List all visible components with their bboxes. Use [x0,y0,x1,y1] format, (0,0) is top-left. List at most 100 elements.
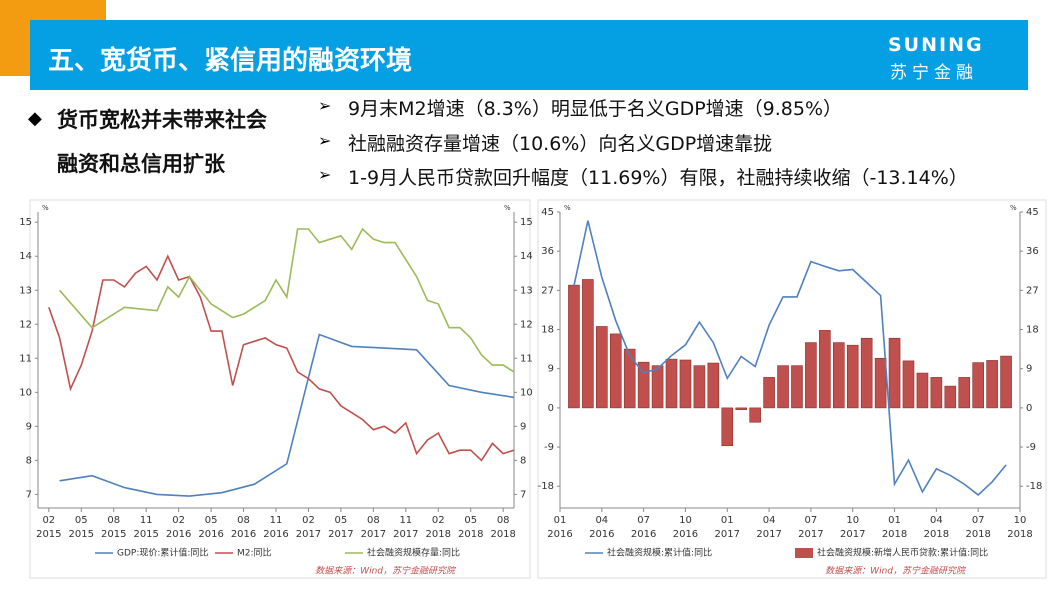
chart-frame [29,199,531,579]
bullet-text: 社融融资存量增速（10.6%）向名义GDP增速靠拢 [348,133,773,155]
x-tick-label: 07 [805,515,818,526]
x-tick-label: 10 [679,515,692,526]
line [59,333,515,497]
y-tick-label: -9 [1026,442,1036,453]
y-tick-label: 11 [520,353,533,364]
x-tick-label: 08 [237,515,250,526]
legend-label: M2:同比 [237,547,272,559]
x-tick-year: 2017 [296,529,321,540]
bar [735,407,748,410]
title-banner [30,20,1028,90]
x-tick-label: 07 [972,515,985,526]
y-tick-label: 18 [541,325,554,336]
bar [665,358,678,409]
x-tick-label: 08 [367,515,380,526]
legend-label: 社会融资规模:新增人民币贷款:累计值:同比 [817,547,988,559]
y-tick-label: 15 [19,217,32,228]
y-tick-label: 15 [520,217,533,228]
y-tick-label: 0 [1026,403,1032,414]
x-tick-year: 2016 [547,529,572,540]
y-tick-label: 11 [19,353,32,364]
y-tick-label: 7 [26,489,32,500]
bar [972,362,984,409]
y-tick-label: 14 [520,251,533,262]
logo-subtext: 苏宁金融 [890,63,978,83]
line [48,254,515,462]
y-tick-label: 12 [520,319,533,330]
y-tick-label: 8 [520,455,526,466]
bar [944,385,957,409]
legend-label: GDP:现价:累计值:同比 [117,547,208,559]
bar [888,337,901,409]
y-tick-label: 13 [19,285,32,296]
bar [805,342,817,409]
x-tick-year: 2015 [133,529,158,540]
x-tick-label: 11 [140,515,153,526]
x-tick-year: 2017 [393,529,418,540]
bar [623,348,636,409]
x-tick-label: 01 [554,515,567,526]
bar [791,365,803,409]
y-tick-label: 0 [548,403,554,414]
bar [860,337,873,409]
x-tick-year: 2017 [756,529,781,540]
logo-text: SUNING [888,34,984,56]
y-tick-label: 18 [1026,325,1039,336]
x-tick-label: 07 [637,515,650,526]
x-tick-label: 02 [432,515,445,526]
x-tick-year: 2018 [1007,529,1032,540]
bar [902,360,915,409]
legend-swatch [795,548,813,558]
x-tick-year: 2016 [198,529,223,540]
y-tick-label: 8 [26,455,32,466]
bar [1000,355,1012,409]
x-tick-year: 2016 [263,529,288,540]
x-tick-year: 2017 [715,529,740,540]
source-note: 数据来源：Wind，苏宁金融研究院 [825,566,967,577]
bar [679,359,692,409]
x-tick-label: 04 [595,515,608,526]
legend-label: 社会融资规模:累计值:同比 [607,547,712,559]
x-tick-year: 2016 [631,529,656,540]
x-tick-label: 08 [497,515,510,526]
bar [637,361,650,409]
bar [930,377,943,409]
bar [874,357,887,409]
x-tick-year: 2017 [840,529,865,540]
x-tick-year: 2016 [166,529,191,540]
chart-frame [537,199,1047,579]
x-tick-year: 2018 [882,529,907,540]
bullet-text: 1-9月人民币贷款回升幅度（11.69%）有限，社融持续收缩（-13.14%） [348,167,968,189]
y-tick-label: 36 [1026,246,1039,257]
x-tick-label: 01 [721,515,734,526]
bullet-icon: ➢ [318,96,332,115]
x-tick-year: 2018 [426,529,451,540]
x-tick-label: 05 [75,515,88,526]
bar [958,377,971,409]
y-tick-label: 9 [1026,364,1032,375]
heading: 货币宽松并未带来社会 [57,108,267,132]
y-tick-label: 14 [19,251,32,262]
x-tick-label: 04 [930,515,943,526]
y-tick-label: 9 [26,421,32,432]
x-tick-label: 02 [302,515,315,526]
y-tick-label: -18 [538,481,554,492]
y-tick-label: 13 [520,285,533,296]
x-tick-year: 2017 [798,529,823,540]
x-tick-year: 2015 [101,529,126,540]
bar [749,407,761,423]
x-tick-label: 10 [1014,515,1027,526]
y-tick-label: 45 [1026,207,1039,218]
x-tick-year: 2016 [231,529,256,540]
x-tick-label: 08 [107,515,120,526]
bullet-icon: ◆ [28,108,42,129]
x-tick-label: 11 [270,515,283,526]
bar [596,326,608,409]
x-tick-year: 2018 [924,529,949,540]
x-tick-year: 2015 [36,529,61,540]
line [573,220,1007,496]
bar [819,330,831,409]
y-tick-label: 9 [548,364,554,375]
bullet-icon: ➢ [318,131,332,150]
